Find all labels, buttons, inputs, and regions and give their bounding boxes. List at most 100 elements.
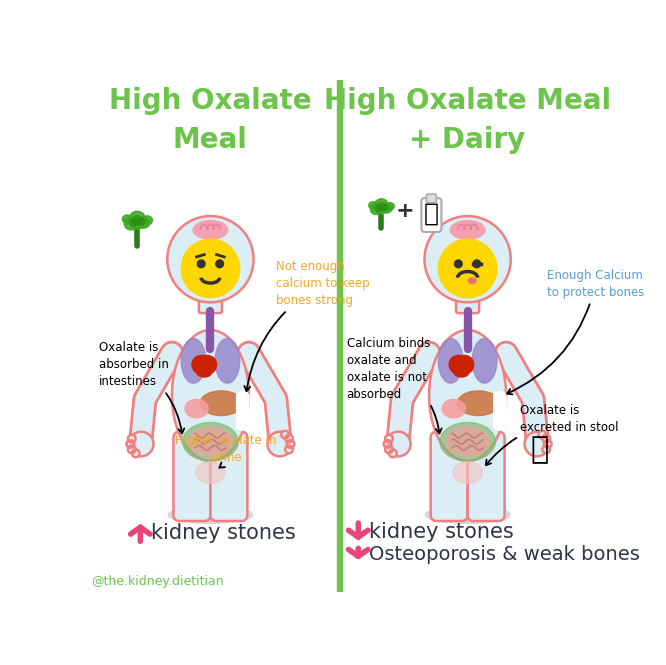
Ellipse shape [130, 211, 145, 225]
Ellipse shape [446, 427, 489, 456]
Ellipse shape [185, 400, 208, 418]
Circle shape [128, 446, 136, 454]
Circle shape [285, 435, 293, 442]
Ellipse shape [193, 221, 228, 239]
Text: High Oxalate
Meal: High Oxalate Meal [109, 88, 312, 154]
Ellipse shape [215, 338, 240, 383]
Circle shape [285, 446, 293, 454]
Ellipse shape [495, 392, 505, 400]
Circle shape [538, 431, 546, 438]
Circle shape [473, 260, 481, 268]
Circle shape [424, 216, 511, 303]
FancyBboxPatch shape [210, 432, 247, 521]
Ellipse shape [375, 205, 381, 211]
Ellipse shape [472, 338, 497, 383]
Ellipse shape [458, 391, 500, 416]
Ellipse shape [182, 422, 238, 461]
Circle shape [192, 356, 210, 374]
Ellipse shape [189, 427, 232, 456]
Ellipse shape [375, 199, 388, 210]
Circle shape [286, 440, 294, 448]
Bar [338, 80, 342, 592]
Ellipse shape [468, 278, 476, 283]
Text: High Oxalate Meal
+ Dairy: High Oxalate Meal + Dairy [324, 88, 611, 154]
Ellipse shape [382, 204, 388, 210]
Circle shape [385, 446, 393, 454]
Ellipse shape [378, 203, 385, 210]
Circle shape [542, 446, 550, 454]
Circle shape [542, 435, 550, 442]
Circle shape [454, 260, 462, 268]
Text: Not enough
calcium to keep
bones strong: Not enough calcium to keep bones strong [244, 261, 370, 391]
Circle shape [197, 260, 205, 268]
Circle shape [438, 239, 497, 298]
Text: Oxalate is
excreted in stool: Oxalate is excreted in stool [486, 404, 619, 465]
Text: Calcium binds
oxalate and
oxalate is not
absorbed: Calcium binds oxalate and oxalate is not… [347, 336, 442, 434]
Ellipse shape [429, 330, 506, 461]
Ellipse shape [237, 392, 248, 400]
Circle shape [525, 432, 549, 456]
Ellipse shape [181, 338, 206, 383]
Circle shape [456, 356, 474, 374]
Ellipse shape [370, 204, 382, 215]
FancyBboxPatch shape [173, 432, 210, 521]
FancyBboxPatch shape [431, 432, 468, 521]
FancyBboxPatch shape [468, 432, 505, 521]
Ellipse shape [495, 422, 505, 430]
Ellipse shape [125, 218, 139, 230]
Circle shape [268, 432, 292, 456]
Ellipse shape [426, 506, 510, 523]
Text: kidney stones: kidney stones [369, 522, 513, 542]
Ellipse shape [168, 506, 253, 523]
Ellipse shape [172, 330, 249, 461]
Text: Enough Calcium
to protect bones: Enough Calcium to protect bones [507, 269, 644, 394]
Text: +: + [395, 201, 414, 221]
Ellipse shape [454, 366, 469, 377]
Circle shape [281, 431, 289, 438]
FancyBboxPatch shape [494, 393, 506, 429]
Ellipse shape [450, 221, 485, 239]
Ellipse shape [381, 204, 392, 213]
Ellipse shape [142, 216, 153, 225]
Circle shape [127, 440, 134, 448]
Text: 💩: 💩 [530, 435, 548, 464]
Circle shape [132, 450, 140, 458]
Ellipse shape [376, 205, 386, 213]
Ellipse shape [138, 218, 145, 225]
Ellipse shape [123, 215, 132, 223]
Ellipse shape [133, 216, 142, 225]
Ellipse shape [369, 202, 377, 209]
Circle shape [449, 356, 468, 374]
Circle shape [389, 450, 397, 458]
Text: 🥛: 🥛 [424, 201, 439, 225]
FancyBboxPatch shape [426, 194, 436, 203]
Circle shape [128, 435, 136, 442]
Ellipse shape [200, 391, 242, 416]
Ellipse shape [130, 219, 137, 226]
Text: Osteoporosis & weak bones: Osteoporosis & weak bones [369, 545, 640, 564]
FancyBboxPatch shape [236, 393, 249, 429]
Circle shape [129, 432, 153, 456]
Ellipse shape [440, 422, 496, 461]
FancyBboxPatch shape [422, 198, 442, 232]
FancyBboxPatch shape [456, 285, 479, 313]
Circle shape [544, 440, 551, 448]
Ellipse shape [196, 366, 212, 377]
Circle shape [181, 239, 240, 298]
Ellipse shape [438, 338, 463, 383]
Circle shape [384, 440, 392, 448]
Ellipse shape [237, 422, 248, 430]
Ellipse shape [453, 462, 482, 483]
Ellipse shape [386, 203, 394, 210]
Text: kidney stones: kidney stones [151, 523, 296, 543]
Circle shape [167, 216, 254, 303]
Ellipse shape [196, 462, 225, 483]
Circle shape [198, 356, 216, 374]
Ellipse shape [442, 400, 466, 418]
Ellipse shape [137, 217, 150, 228]
Text: Oxalate is
absorbed in
intestines: Oxalate is absorbed in intestines [99, 341, 184, 434]
FancyBboxPatch shape [199, 285, 222, 313]
Circle shape [385, 435, 393, 442]
Text: Higher oxalate in
urine: Higher oxalate in urine [175, 434, 276, 467]
Ellipse shape [131, 219, 143, 229]
